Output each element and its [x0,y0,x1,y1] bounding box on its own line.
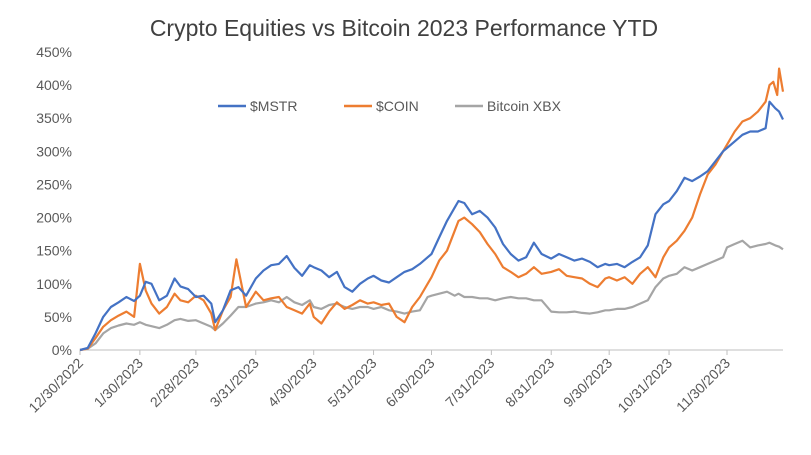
legend-label: Bitcoin XBX [487,98,562,114]
y-tick-label: 50% [44,309,72,325]
series-line-bitcoin-xbx [79,239,784,352]
legend: $MSTR $COIN Bitcoin XBX [218,98,562,114]
series-line-coin [79,67,785,352]
y-axis-ticks: 0% 50% 100% 150% 200% 250% 300% 350% 400% 450% [36,44,72,358]
x-tick-label: 6/30/2023 [382,355,438,411]
legend-label: $COIN [376,98,419,114]
x-tick-label: 11/30/2023 [673,355,733,415]
x-tick-label: 10/31/2023 [614,355,675,416]
x-tick-label: 5/31/2023 [324,355,380,411]
y-tick-label: 350% [36,110,72,126]
y-tick-label: 450% [36,44,72,60]
x-tick-label: 12/30/2022 [25,355,86,416]
y-tick-label: 150% [36,243,72,259]
chart-title: Crypto Equities vs Bitcoin 2023 Performa… [150,15,658,41]
x-tick-label: 2/28/2023 [147,355,203,411]
legend-label: $MSTR [250,98,297,114]
x-tick-label: 4/30/2023 [264,355,320,411]
x-axis-ticks: 12/30/2022 1/30/2023 2/28/2023 3/31/2023 4/3… [25,350,733,416]
y-tick-label: 300% [36,143,72,159]
y-tick-label: 200% [36,210,72,226]
x-tick-label: 3/31/2023 [207,355,263,411]
y-tick-label: 400% [36,77,72,93]
x-tick-label: 9/30/2023 [560,355,616,411]
y-tick-label: 0% [52,342,72,358]
x-tick-label: 1/30/2023 [91,355,147,411]
x-tick-label: 7/31/2023 [442,355,498,411]
y-tick-label: 100% [36,276,72,292]
x-tick-label: 8/31/2023 [502,355,558,411]
series-line-mstr [79,100,784,352]
series-lines [79,67,785,352]
y-tick-label: 250% [36,176,72,192]
